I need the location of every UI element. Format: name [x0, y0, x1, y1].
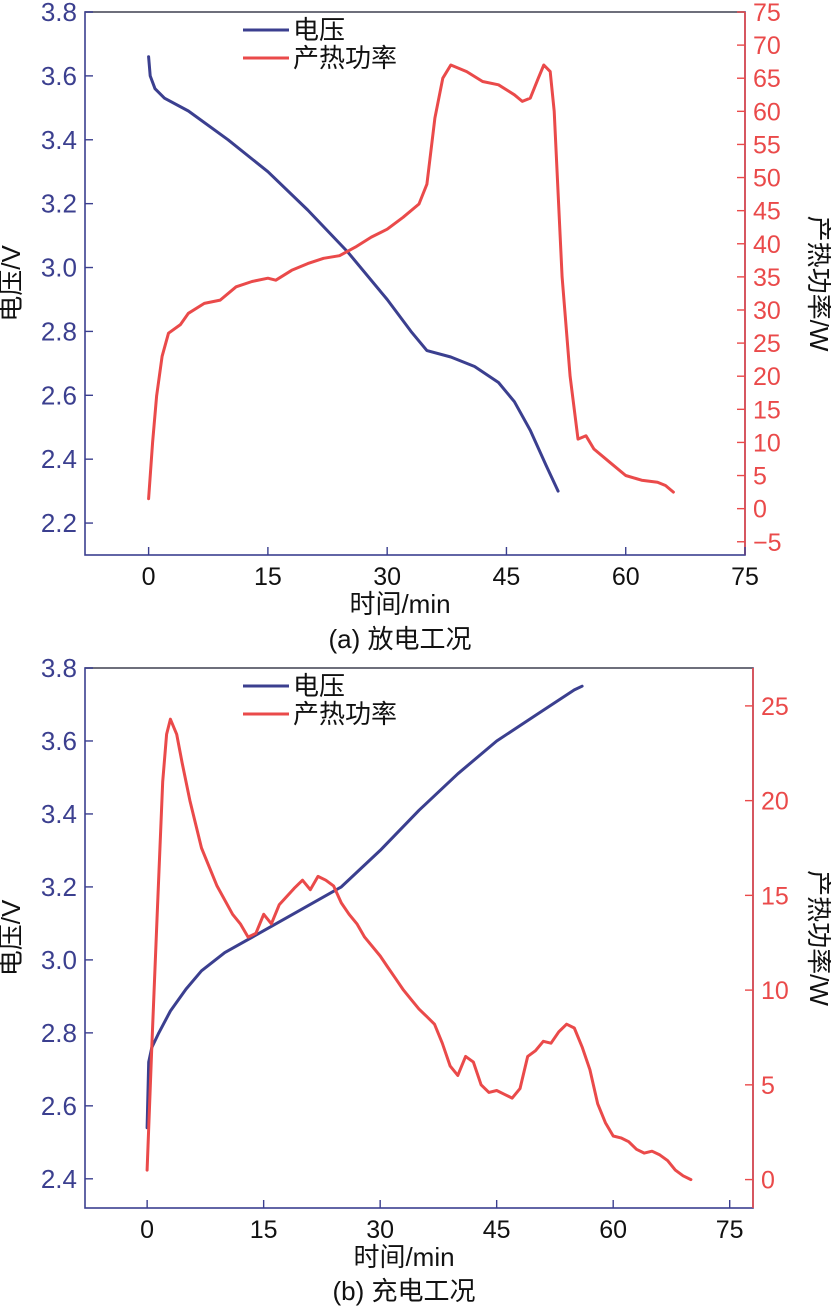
- y-tick-label: 2.4: [41, 1164, 77, 1194]
- y2-tick-label: 70: [753, 32, 781, 60]
- panel-caption: (b) 充电工况: [332, 1276, 475, 1306]
- x-tick-label: 15: [250, 1216, 278, 1244]
- y2-tick-label: 35: [753, 264, 781, 292]
- y-tick-label: 3.4: [41, 125, 77, 155]
- x-tick-label: 60: [599, 1216, 627, 1244]
- legend-entry: 电压: [293, 15, 345, 45]
- y-tick-label: 3.0: [41, 253, 77, 283]
- y2-tick-label: 5: [761, 1072, 775, 1100]
- y-tick-label: 3.0: [41, 945, 77, 975]
- y2-tick-label: 15: [753, 396, 781, 424]
- y2-tick-label: 65: [753, 65, 781, 93]
- y2-tick-label: 45: [753, 198, 781, 226]
- x-axis-label: 时间/min: [353, 1242, 454, 1272]
- y2-tick-label: 20: [761, 788, 789, 816]
- y2-tick-label: 15: [761, 882, 789, 910]
- voltage-series-line: [145, 684, 584, 1130]
- y-tick-label: 3.2: [41, 189, 77, 219]
- y-tick-label: 3.8: [41, 653, 77, 683]
- x-tick-label: 45: [493, 563, 521, 591]
- y-tick-label: 3.6: [41, 726, 77, 756]
- y-tick-label: 2.8: [41, 1018, 77, 1048]
- voltage-series-line: [147, 55, 560, 493]
- y2-tick-label: 55: [753, 131, 781, 159]
- heat-power-series-line: [145, 717, 693, 1182]
- x-tick-label: 75: [716, 1216, 744, 1244]
- x-tick-label: 45: [483, 1216, 511, 1244]
- y2-axis-label: 产热功率/W: [804, 870, 831, 1006]
- y2-tick-label: 25: [753, 330, 781, 358]
- x-tick-label: 0: [140, 1216, 154, 1244]
- y-tick-label: 2.2: [41, 508, 77, 538]
- x-tick-label: 60: [612, 563, 640, 591]
- y2-tick-label: 30: [753, 297, 781, 325]
- y2-tick-label: 75: [753, 0, 781, 27]
- y2-tick-label: 20: [753, 363, 781, 391]
- heat-power-series-line: [147, 63, 675, 501]
- y2-axis-label: 产热功率/W: [804, 216, 831, 352]
- legend-entry: 产热功率: [293, 43, 397, 73]
- x-axis-label: 时间/min: [349, 589, 450, 619]
- panel-caption: (a) 放电工况: [328, 624, 471, 654]
- legend-entry: 电压: [293, 671, 345, 701]
- y-tick-label: 2.6: [41, 380, 77, 410]
- chart-panel-b: 0 15 30 45 60 75 2.4 2.6 2.8 3.0 3.2 3.4 3.6 3.8 0 5 10 1…: [0, 653, 831, 1306]
- y-tick-label: 3.6: [41, 61, 77, 91]
- y-tick-label: 2.4: [41, 444, 77, 474]
- y-tick-label: 2.6: [41, 1091, 77, 1121]
- y2-tick-label: 10: [761, 977, 789, 1005]
- legend-entry: 产热功率: [293, 699, 397, 729]
- y2-tick-label: 0: [753, 496, 767, 524]
- y2-tick-label: 60: [753, 98, 781, 126]
- x-tick-label: 30: [373, 563, 401, 591]
- x-tick-label: 15: [254, 563, 282, 591]
- y-tick-label: 2.8: [41, 316, 77, 346]
- y2-tick-label: 40: [753, 231, 781, 259]
- x-tick-label: 75: [731, 563, 759, 591]
- y-tick-label: 3.8: [41, 0, 77, 27]
- y-tick-label: 3.4: [41, 799, 77, 829]
- y-axis-label: 电压/V: [0, 245, 26, 322]
- chart-panel-a: 0 15 30 45 60 75 2.2 2.4 2.6 2.8 3.0 3.2 3.4 3.6 3.8 −5…: [0, 0, 831, 654]
- x-tick-label: 30: [366, 1216, 394, 1244]
- y-tick-label: 3.2: [41, 872, 77, 902]
- y2-tick-label: 5: [753, 463, 767, 491]
- plot-frame: [84, 11, 746, 556]
- plot-frame: [84, 667, 754, 1209]
- x-tick-label: 0: [142, 563, 156, 591]
- y-axis-label: 电压/V: [0, 899, 26, 976]
- y2-tick-label: 25: [761, 693, 789, 721]
- y2-tick-label: 50: [753, 165, 781, 193]
- y2-tick-label: 10: [753, 429, 781, 457]
- y2-tick-label: −5: [753, 529, 782, 557]
- y2-tick-label: 0: [761, 1167, 775, 1195]
